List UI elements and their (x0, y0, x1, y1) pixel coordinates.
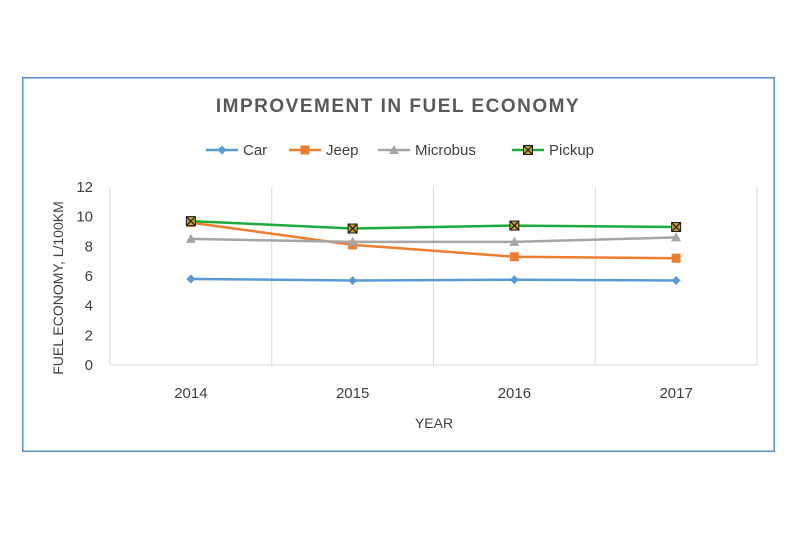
legend-item-microbus: Microbus (378, 142, 476, 159)
y-tick-label: 4 (85, 298, 93, 315)
series-line-jeep (190, 221, 677, 260)
y-axis-ticks: 0 2 4 6 8 10 12 (76, 179, 93, 374)
data-point-pickup (347, 223, 358, 234)
data-point-microbus (185, 233, 196, 243)
chart-frame (22, 77, 775, 452)
legend: Car Jeep Microbus Pickup (206, 142, 594, 159)
y-tick-label: 2 (85, 327, 93, 344)
y-tick-label: 12 (76, 179, 93, 196)
series-line-car (190, 277, 677, 282)
legend-label: Microbus (415, 142, 476, 159)
legend-label: Car (243, 142, 267, 159)
data-point-microbus (347, 236, 358, 246)
y-tick-label: 0 (85, 357, 93, 374)
data-point-pickup (671, 222, 682, 233)
series-layer (185, 216, 682, 285)
legend-marker (217, 145, 227, 155)
y-tick-label: 8 (85, 238, 93, 255)
legend-item-pickup: Pickup (512, 142, 594, 159)
data-point-jeep (671, 253, 681, 263)
legend-item-car: Car (206, 142, 267, 159)
x-tick-label: 2016 (498, 385, 531, 402)
data-point-pickup (509, 220, 520, 231)
data-point-car (348, 275, 358, 285)
x-axis-title: YEAR (415, 415, 453, 431)
series-car (186, 274, 681, 285)
data-point-microbus (671, 232, 682, 242)
y-axis-title: FUEL ECONOMY, L/100KM (50, 201, 66, 375)
data-point-microbus (509, 236, 520, 246)
data-point-car (186, 274, 196, 284)
data-point-car (671, 275, 681, 285)
legend-label: Pickup (549, 142, 594, 159)
series-microbus (185, 232, 682, 246)
legend-marker (300, 145, 310, 155)
data-point-pickup (185, 216, 196, 227)
legend-marker (389, 145, 399, 154)
gridlines (109, 187, 758, 366)
legend-item-jeep: Jeep (289, 142, 359, 159)
legend-label: Jeep (326, 142, 359, 159)
series-line-pickup (190, 219, 677, 230)
data-point-jeep (509, 252, 519, 262)
series-line-microbus (190, 236, 677, 244)
y-tick-label: 6 (85, 268, 93, 285)
y-tick-label: 10 (76, 209, 93, 226)
series-pickup (185, 216, 682, 234)
x-tick-label: 2017 (659, 385, 692, 402)
chart-title: IMPROVEMENT IN FUEL ECONOMY (216, 96, 580, 117)
x-tick-label: 2015 (336, 385, 369, 402)
legend-marker (523, 145, 533, 155)
x-axis-ticks: 2014 2015 2016 2017 (174, 385, 693, 402)
data-point-car (509, 275, 519, 285)
x-tick-label: 2014 (174, 385, 207, 402)
